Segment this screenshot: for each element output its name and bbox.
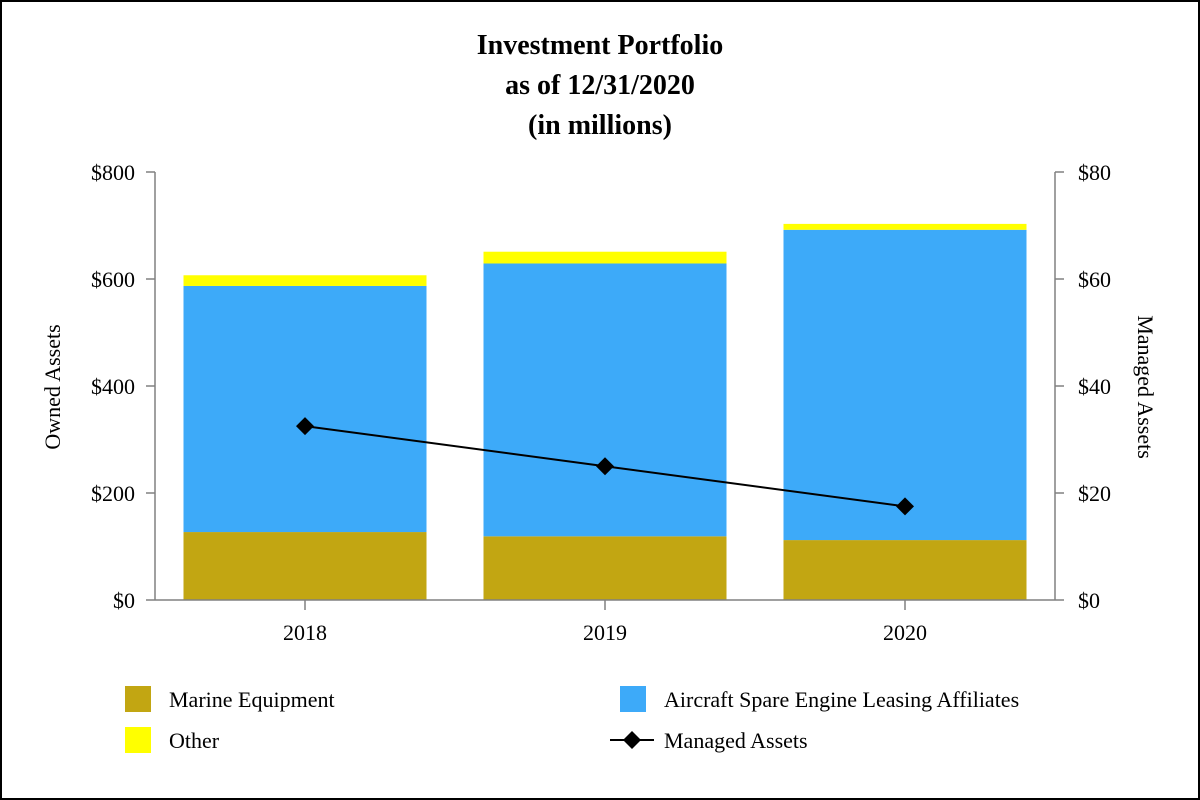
chart-title-line-3: (in millions) <box>528 110 672 141</box>
bar-aircraft-spare-engine-leasing-affiliates-2020 <box>783 229 1027 541</box>
bar-aircraft-spare-engine-leasing-affiliates-2019 <box>483 263 727 537</box>
plot-area: $0 $200 $400 $600 $800 $0 $20 $40 $60 $80 2018 2019… <box>91 160 1111 645</box>
x-tick-label: 2018 <box>283 620 327 645</box>
bar-marine-equipment-2018 <box>183 532 427 600</box>
chart-title-line-1: Investment Portfolio <box>477 30 724 61</box>
legend: Marine Equipment Aircraft Spare Engine Le… <box>125 686 1019 753</box>
legend-label-aircraft-spare-engine-leasing-affiliates: Aircraft Spare Engine Leasing Affiliates <box>664 687 1019 712</box>
bar-aircraft-spare-engine-leasing-affiliates-2018 <box>183 285 427 533</box>
y2-tick-label: $0 <box>1078 588 1100 613</box>
point-managed-assets-2019 <box>596 457 614 476</box>
legend-label-managed-assets: Managed Assets <box>664 728 808 753</box>
bar-marine-equipment-2019 <box>483 536 727 600</box>
legend-swatch-other <box>125 727 151 753</box>
bar-other-2020 <box>783 223 1027 230</box>
x-tick-label: 2019 <box>583 620 627 645</box>
y-tick-label: $0 <box>113 588 135 613</box>
chart-title: Investment Portfolio as of 12/31/2020 (i… <box>477 30 724 141</box>
y-tick-label: $800 <box>91 160 135 185</box>
y-tick-label: $400 <box>91 374 135 399</box>
bar-marine-equipment-2020 <box>783 540 1027 600</box>
y2-tick-label: $80 <box>1078 160 1111 185</box>
y-axis-title: Owned Assets <box>40 324 65 449</box>
point-managed-assets-2018 <box>296 417 314 436</box>
legend-swatch-aircraft-spare-engine-leasing-affiliates <box>620 686 646 712</box>
bar-other-2018 <box>183 275 427 286</box>
y2-tick-label: $60 <box>1078 267 1111 292</box>
legend-swatch-marker <box>623 731 641 749</box>
y2-axis-title: Managed Assets <box>1133 315 1158 459</box>
y2-tick-label: $40 <box>1078 374 1111 399</box>
bar-other-2019 <box>483 251 727 264</box>
y-tick-label: $200 <box>91 481 135 506</box>
legend-swatch-marine-equipment <box>125 686 151 712</box>
legend-label-other: Other <box>169 728 220 753</box>
y-tick-label: $600 <box>91 267 135 292</box>
point-managed-assets-2020 <box>896 497 914 516</box>
x-tick-label: 2020 <box>883 620 927 645</box>
y2-tick-label: $20 <box>1078 481 1111 506</box>
chart-title-line-2: as of 12/31/2020 <box>505 70 695 101</box>
legend-label-marine-equipment: Marine Equipment <box>169 687 335 712</box>
